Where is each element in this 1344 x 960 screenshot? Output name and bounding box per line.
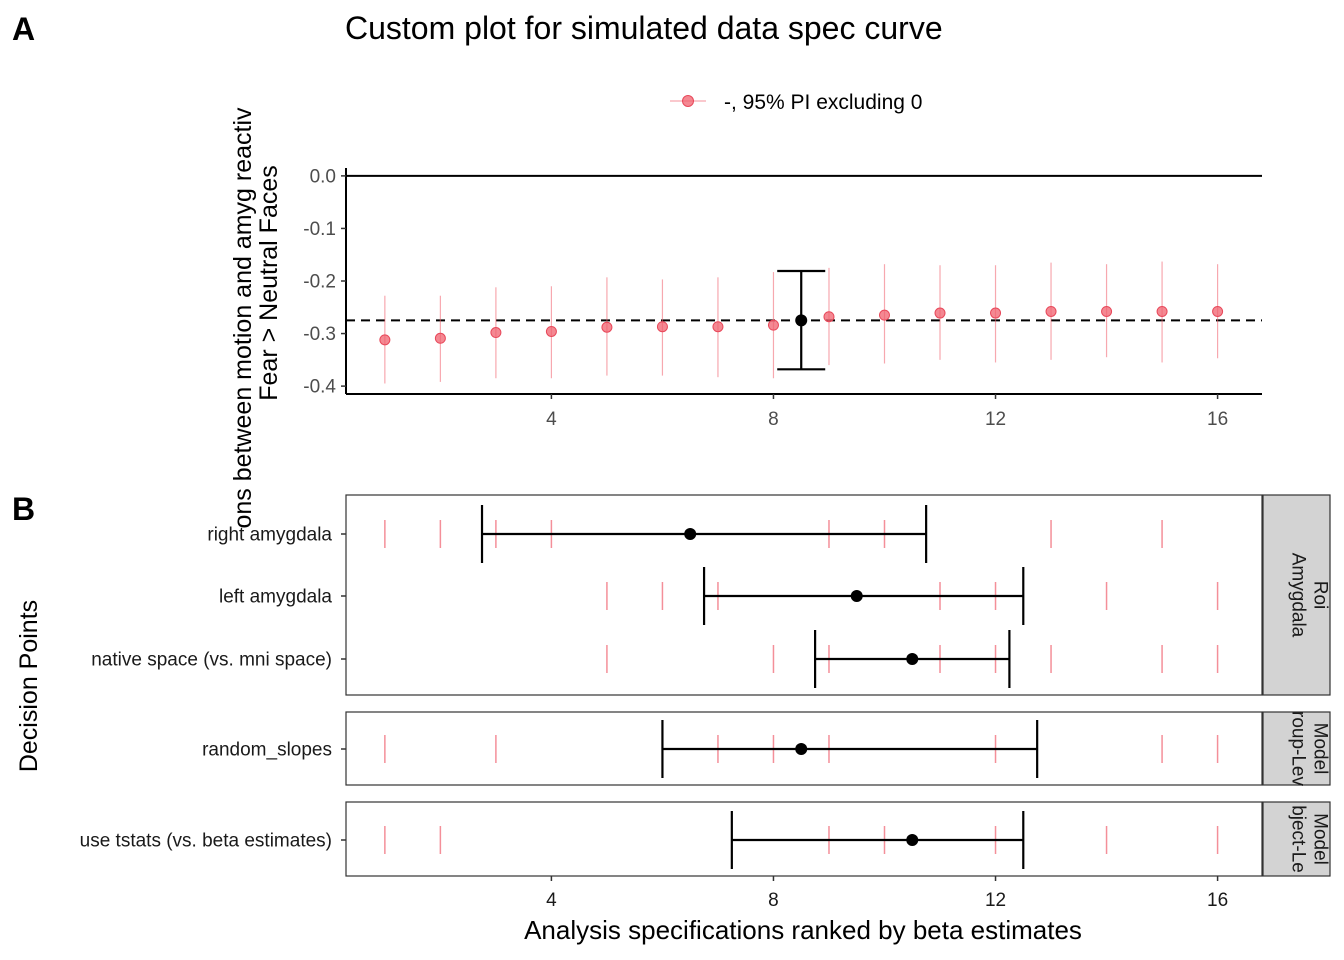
facet-strip [1262,801,1331,877]
data-point [878,309,890,321]
decision-row-label: use tstats (vs. beta estimates) [80,831,332,852]
facet-strip-label: bject-Le [1288,805,1309,873]
facet-strip-label: Amygdala [1288,553,1309,638]
panel-a-plot: 0.0 -0.1 -0.2 -0.3 -0.4 4 8 12 16 [303,166,1262,430]
y-tick-label: -0.2 [303,272,336,293]
facet-strip-label: roup-Lev [1288,711,1309,786]
data-point [434,332,446,344]
legend-label: -, 95% PI excluding 0 [724,91,922,114]
panel-b-x-tick-label: 12 [985,890,1006,911]
data-point [601,321,613,333]
y-tick-label: -0.4 [303,377,336,398]
data-point [1212,305,1224,317]
data-point [656,321,668,333]
y-tick-label: -0.1 [303,219,336,240]
chart-title: Custom plot for simulated data spec curv… [345,10,943,46]
rank-mean-point [906,834,919,846]
data-point [823,311,835,323]
legend: -, 95% PI excluding 0 [670,91,922,114]
data-point [379,334,391,346]
facet-panel-border [345,801,1263,877]
x-tick-label: 12 [985,409,1006,430]
x-tick-label: 16 [1207,409,1228,430]
x-tick-label: 8 [768,409,779,430]
decision-row-label: right amygdala [207,525,332,546]
panel-b-x-tick-label: 16 [1207,890,1228,911]
decision-row-label: left amygdala [219,587,332,608]
panel-a-ylabel: ons between motion and amyg reactiv Fear… [229,107,283,529]
legend-key-point [682,95,694,107]
rank-mean-point [850,590,863,602]
summary-point [795,314,808,327]
facet-strip [1262,494,1331,696]
data-point [990,307,1002,319]
panel-b-plot: Amygdala Roi right amygdala left amygdala na… [80,494,1331,911]
data-point [934,307,946,319]
y-axis-label-line1: ons between motion and amyg reactiv [229,107,257,529]
y-axis-label-line2: Fear > Neutral Faces [255,165,283,401]
panel-b-x-tick-label: 8 [768,890,779,911]
facet-panel-border [345,494,1263,696]
panel-b-tag: B [12,491,35,527]
facet-strip-label: Roi [1310,581,1331,610]
data-point [767,319,779,331]
x-tick-label: 4 [546,409,557,430]
panel-a-tag: A [12,11,35,47]
data-point [1156,305,1168,317]
data-point [490,327,502,339]
y-tick-label: 0.0 [310,166,336,187]
decision-row-label: random_slopes [202,740,332,761]
data-point [1101,305,1113,317]
rank-mean-point [684,528,697,540]
decision-row-label: native space (vs. mni space) [91,650,332,671]
rank-mean-point [795,743,808,755]
facet-strip [1262,711,1331,786]
y-tick-label: -0.3 [303,324,336,345]
y-axis-label-decision-points: Decision Points [15,600,43,772]
facet-strip-label: Model [1310,723,1331,775]
panel-b-x-tick-label: 4 [546,890,557,911]
rank-mean-point [906,653,919,665]
data-point [1045,305,1057,317]
facet-strip-label: Model [1310,813,1331,865]
data-point [545,325,557,337]
data-point [712,321,724,333]
x-axis-label: Analysis specifications ranked by beta e… [524,915,1082,945]
